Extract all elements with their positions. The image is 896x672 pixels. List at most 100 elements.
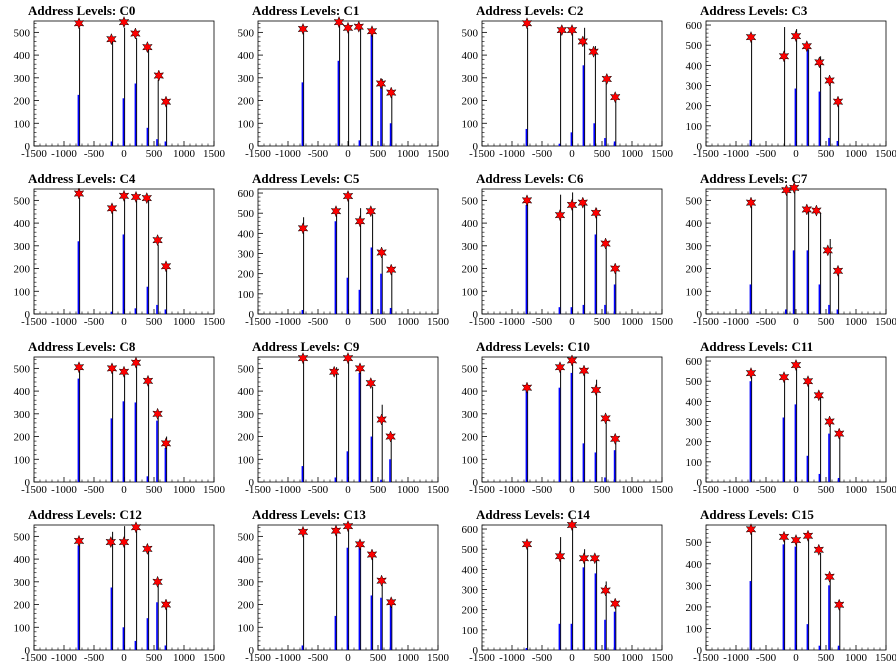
x-tick-label: -500 [308,148,329,160]
chart-panel: Address Levels: C8 0 100 200 300 400 500 -1500-… [0,336,226,504]
y-tick-label: 300 [462,241,479,253]
peak-marker [365,205,377,218]
y-tick-label: 500 [14,531,31,543]
x-tick-label: 1000 [173,484,196,496]
x-tick-label: 1500 [203,484,226,496]
x-tick-label: 500 [370,652,387,664]
chart-title: Address Levels: C10 [476,339,590,354]
chart-title: Address Levels: C5 [252,171,360,186]
y-tick-label: 200 [14,600,31,612]
chart-title: Address Levels: C13 [252,507,366,522]
peak-marker [142,374,154,388]
y-tick-label: 400 [14,218,31,230]
x-tick-label: -1500 [469,652,495,664]
y-tick-label: 500 [686,376,703,388]
x-tick-label: -1500 [245,484,271,496]
y-tick-label: 300 [238,249,255,261]
peak-marker [745,366,757,380]
plot-frame [257,20,439,147]
y-tick-label: 200 [14,96,31,108]
peak-marker [365,376,377,390]
x-tick-label: -1000 [499,652,525,664]
x-tick-label: -500 [756,148,777,160]
y-tick-label: 400 [686,559,703,571]
y-tick-label: 400 [14,50,31,62]
y-tick-label: 300 [462,73,479,85]
peak-marker [118,189,130,202]
y-tick-label: 0 [697,477,703,489]
y-tick-label: 0 [473,141,479,153]
y-tick-label: 500 [686,40,703,52]
x-tick-label: -1500 [21,484,47,496]
y-tick-label: 0 [25,309,31,321]
chart-title: Address Levels: C12 [28,507,142,522]
peak-marker [106,362,118,375]
x-tick-label: 1500 [203,652,226,664]
x-tick-label: -1000 [275,652,301,664]
x-tick-label: 500 [594,652,611,664]
y-tick-label: 300 [14,409,31,421]
chart-panel: Address Levels: C4 0 100 200 300 400 500 -1500-… [0,168,226,336]
peak-marker [385,596,397,609]
x-tick-label: -500 [84,484,105,496]
peak-marker [385,430,396,443]
peak-marker [152,233,163,247]
peak-marker [814,56,825,69]
x-tick-label: -1000 [51,316,77,328]
x-tick-label: 1000 [621,148,644,160]
y-tick-label: 200 [686,101,703,113]
chart-panel: Address Levels: C12 0 100 200 300 400 500 -1500… [0,504,226,672]
x-tick-label: 0 [569,316,575,328]
x-tick-label: 0 [345,484,351,496]
x-tick-label: -1500 [469,484,495,496]
y-tick-label: 100 [462,454,479,466]
y-tick-label: 100 [686,121,703,133]
peak-marker [824,415,835,428]
y-tick-label: 100 [14,286,31,298]
y-tick-label: 500 [14,27,31,39]
y-tick-label: 0 [25,645,31,657]
peak-marker [366,25,378,38]
y-tick-label: 500 [238,363,255,375]
y-tick-label: 200 [14,264,31,276]
y-tick-label: 100 [14,622,31,634]
y-tick-label: 500 [238,208,255,220]
peak-marker [833,427,845,440]
peak-marker [600,412,611,425]
peak-marker [554,361,566,374]
y-tick-label: 100 [462,625,479,637]
peak-marker [577,35,589,48]
chart-svg: Address Levels: C20100200300400500-1500-… [462,3,674,160]
chart-panel: Address Levels: C15 0 100 200 300 400 500 -1500… [672,504,896,672]
y-tick-label: 400 [462,218,479,230]
y-tick-label: 100 [238,622,255,634]
x-tick-label: -500 [84,652,105,664]
y-tick-label: 500 [462,544,479,556]
y-tick-label: 0 [473,477,479,489]
y-tick-label: 200 [238,269,255,281]
peak-marker [366,548,378,561]
x-tick-label: -1500 [21,316,47,328]
peak-marker [554,208,566,222]
peak-marker [297,525,309,538]
y-tick-label: 400 [238,386,255,398]
peak-marker [73,17,85,30]
y-tick-label: 100 [462,118,479,130]
peak-marker [521,381,533,394]
y-tick-label: 400 [14,386,31,398]
x-tick-label: -1500 [245,148,271,160]
chart-svg: Address Levels: C10100200300400500-1500-… [238,3,450,160]
x-tick-label: 0 [569,484,575,496]
x-tick-label: 500 [146,148,163,160]
x-tick-label: 1500 [875,316,896,328]
y-tick-label: 500 [14,195,31,207]
peak-marker [745,196,757,209]
y-tick-label: 300 [686,81,703,93]
peak-marker [556,23,568,37]
chart-panel: Address Levels: C0 0 100 200 300 400 500 -1500-… [0,0,226,168]
x-tick-label: -500 [84,148,105,160]
x-tick-label: -1500 [245,652,271,664]
y-tick-label: 500 [14,363,31,375]
peak-marker [297,22,309,36]
y-tick-label: 500 [238,531,255,543]
